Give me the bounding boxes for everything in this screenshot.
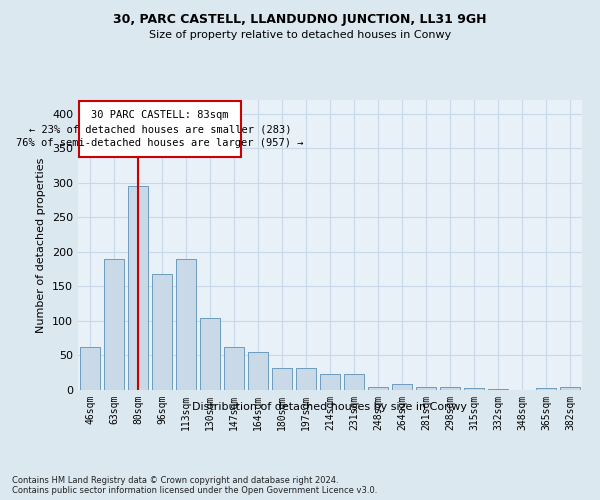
Bar bbox=[128, 186, 148, 390]
Text: 30, PARC CASTELL, LLANDUDNO JUNCTION, LL31 9GH: 30, PARC CASTELL, LLANDUDNO JUNCTION, LL… bbox=[113, 12, 487, 26]
Bar bbox=[176, 259, 196, 390]
FancyBboxPatch shape bbox=[79, 102, 241, 156]
Text: ← 23% of detached houses are smaller (283): ← 23% of detached houses are smaller (28… bbox=[29, 124, 292, 134]
Bar bbox=[560, 386, 580, 390]
Bar bbox=[272, 368, 292, 390]
Y-axis label: Number of detached properties: Number of detached properties bbox=[37, 158, 46, 332]
Bar bbox=[104, 259, 124, 390]
Bar bbox=[440, 387, 460, 390]
Bar bbox=[368, 386, 388, 390]
Bar bbox=[80, 347, 100, 390]
Bar bbox=[320, 374, 340, 390]
Bar bbox=[248, 352, 268, 390]
Bar bbox=[296, 368, 316, 390]
Text: Contains HM Land Registry data © Crown copyright and database right 2024.
Contai: Contains HM Land Registry data © Crown c… bbox=[12, 476, 377, 495]
Text: 30 PARC CASTELL: 83sqm: 30 PARC CASTELL: 83sqm bbox=[91, 110, 229, 120]
Bar bbox=[416, 386, 436, 390]
Bar bbox=[344, 374, 364, 390]
Bar bbox=[392, 384, 412, 390]
Bar bbox=[464, 388, 484, 390]
Bar bbox=[536, 388, 556, 390]
Bar bbox=[152, 274, 172, 390]
Text: Distribution of detached houses by size in Conwy: Distribution of detached houses by size … bbox=[193, 402, 467, 412]
Bar bbox=[224, 347, 244, 390]
Bar bbox=[200, 318, 220, 390]
Text: 76% of semi-detached houses are larger (957) →: 76% of semi-detached houses are larger (… bbox=[16, 138, 304, 148]
Text: Size of property relative to detached houses in Conwy: Size of property relative to detached ho… bbox=[149, 30, 451, 40]
